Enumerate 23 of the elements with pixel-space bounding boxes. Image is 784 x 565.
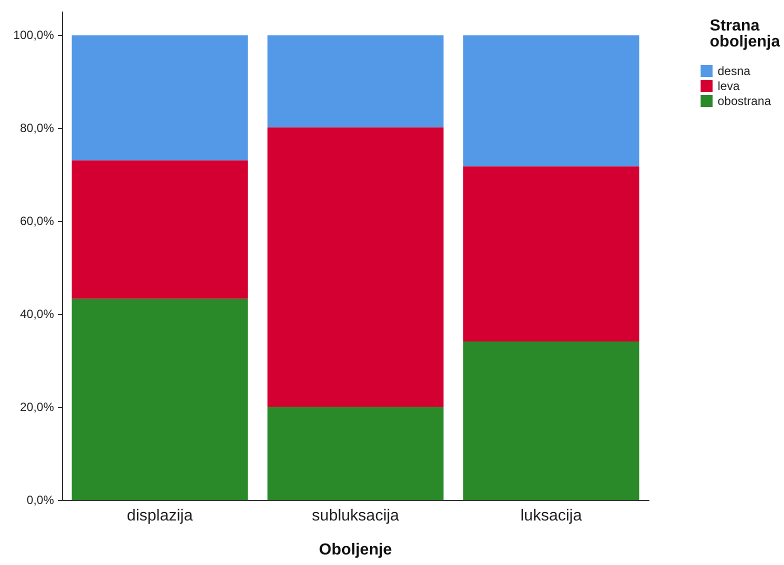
bar xyxy=(72,298,248,500)
bar xyxy=(267,407,444,500)
y-tick-label: 0,0% xyxy=(26,493,54,507)
legend-title: Strana oboljenja xyxy=(710,18,780,50)
y-tick-label: 60,0% xyxy=(20,214,54,228)
y-tick-label: 20,0% xyxy=(20,400,54,414)
bar xyxy=(463,166,640,342)
y-tick-label: 80,0% xyxy=(20,121,54,136)
x-tick-label: displazija xyxy=(126,508,193,524)
legend-label: desna xyxy=(718,64,751,78)
y-tick-label: 100,0% xyxy=(13,28,54,42)
y-tick-label: 40,0% xyxy=(20,307,54,322)
bar xyxy=(267,35,444,128)
x-tick-label: luksacija xyxy=(520,508,582,524)
legend-label: obostrana xyxy=(718,94,772,108)
bar xyxy=(72,160,248,299)
x-tick-label: subluksacija xyxy=(312,508,400,524)
bar xyxy=(267,127,444,408)
bar xyxy=(463,342,640,500)
bar xyxy=(463,35,640,166)
bar xyxy=(72,35,248,160)
legend-label: leva xyxy=(718,79,740,93)
x-axis-title: Oboljenje xyxy=(319,542,392,558)
